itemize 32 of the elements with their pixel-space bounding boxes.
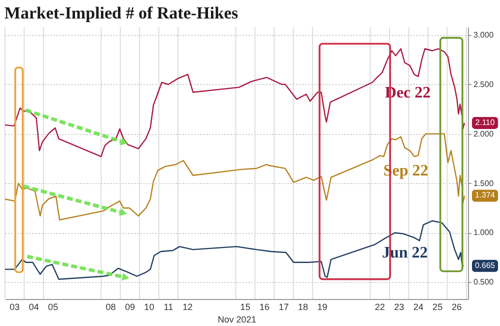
y-tick-label: 1.500 <box>474 178 494 188</box>
x-tick-label: 15 <box>240 302 250 312</box>
x-tick-label: 05 <box>48 302 58 312</box>
chart-title: Market-Implied # of Rate-Hikes <box>4 4 238 22</box>
x-axis-title: Nov 2021 <box>218 314 256 324</box>
y-tick-label: 0.500 <box>474 278 494 287</box>
x-tick-label: 11 <box>164 302 174 312</box>
x-tick-label: 22 <box>374 302 385 312</box>
x-tick-label: 04 <box>28 302 39 312</box>
x-tick-label: 16 <box>260 302 270 312</box>
x-tick-label: 10 <box>144 302 154 312</box>
x-tick-label: 03 <box>10 302 20 312</box>
line-series <box>4 48 466 158</box>
line-series <box>4 220 464 280</box>
x-tick-label: 12 <box>182 302 193 312</box>
x-tick-label: 09 <box>124 302 135 312</box>
x-tick-label: 26 <box>452 302 462 312</box>
line-series <box>4 133 466 220</box>
y-tick-label: 3.000 <box>474 30 494 40</box>
y-tick-label: 2.000 <box>474 129 494 138</box>
y-tick-label: 2.500 <box>474 80 494 89</box>
data-label: 1.374 <box>474 190 496 200</box>
x-tick-label: 25 <box>432 302 443 312</box>
x-tick-label: 17 <box>278 302 289 312</box>
x-tick-label: 24 <box>413 302 424 312</box>
x-tick-label: 23 <box>394 302 404 312</box>
data-label: 2.110 <box>475 118 496 127</box>
x-tick-label: 18 <box>298 302 308 312</box>
x-tick-label: 19 <box>317 302 328 312</box>
y-tick-label: 1.000 <box>474 228 494 238</box>
x-tick-label: 08 <box>106 302 116 312</box>
data-label: 0.665 <box>474 260 496 270</box>
